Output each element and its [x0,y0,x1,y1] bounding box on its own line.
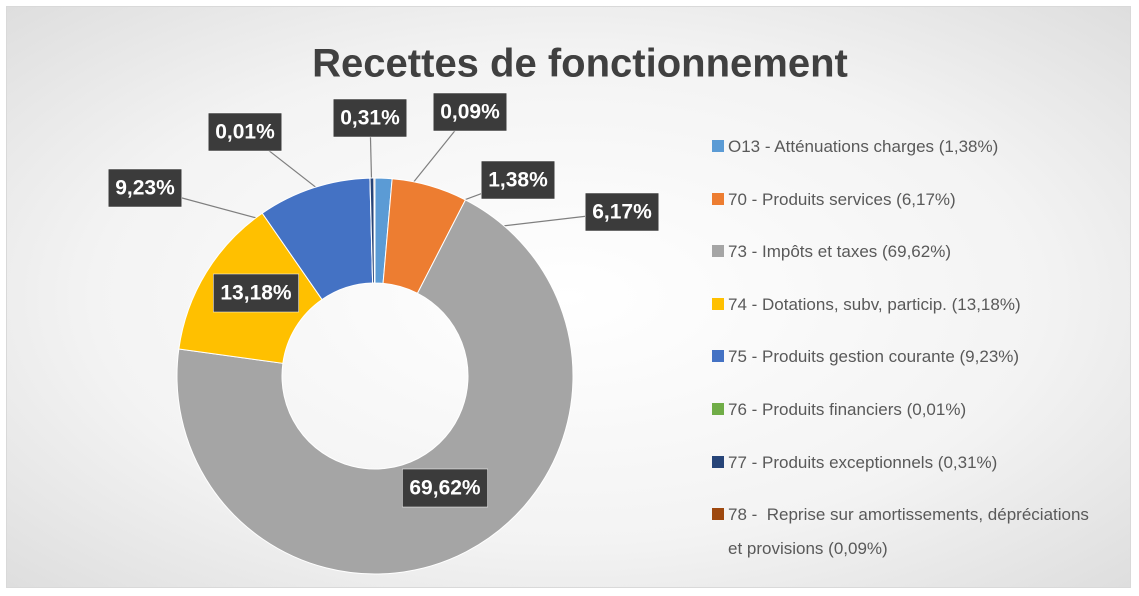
legend-label: 75 - Produits gestion courante (9,23%) [728,347,1020,367]
data-label-text: 0,09% [440,101,500,124]
data-label-box [402,468,488,508]
legend-item: 70 - Produits services (6,17%) [712,183,1122,236]
legend-label: 74 - Dotations, subv, particip. (13,18%) [728,294,1021,314]
legend-swatch [712,140,724,152]
slice [373,177,376,284]
legend-label: 77 - Produits exceptionnels (0,31%) [728,452,998,472]
data-label-text: 69,62% [409,477,481,500]
slices [176,177,574,575]
data-label-box [432,92,508,132]
legend-label: 73 - Impôts et taxes (69,62%) [728,242,951,262]
data-label: 9,23% [107,168,183,208]
legend-item: 78 - Reprise sur amortissements, dépréci… [712,498,1122,558]
legend: O13 - Atténuations charges (1,38%) 70 - P… [712,130,1122,558]
data-label: 0,31% [332,98,408,138]
data-label-box [213,273,299,313]
data-label-box [584,192,660,232]
chart-title: Recettes de fonctionnement [312,42,848,86]
data-label: 1,38% [480,160,556,200]
data-label-text: 0,31% [340,107,400,130]
legend-swatch [712,350,724,363]
data-label-text: 13,18% [220,282,292,305]
legend-swatch [712,297,724,310]
legend-item: 73 - Impôts et taxes (69,62%) [712,235,1122,288]
data-label-box [107,168,183,208]
legend-swatch [712,455,724,468]
legend-item: O13 - Atténuations charges (1,38%) [712,130,1122,183]
data-label: 0,09% [432,92,508,132]
legend-swatch [712,245,724,258]
legend-item: 77 - Produits exceptionnels (0,31%) [712,446,1122,499]
legend-label: 76 - Produits financiers (0,01%) [728,399,967,419]
legend-swatch [712,192,724,205]
data-label: 0,01% [207,112,283,152]
data-label-text: 9,23% [115,177,175,200]
data-label-box [480,160,556,200]
data-label-box [207,112,283,152]
data-label: 69,62% [402,468,488,508]
legend-label: 70 - Produits services (6,17%) [728,189,956,209]
data-label-text: 1,38% [488,169,548,192]
data-label-text: 6,17% [592,201,652,224]
data-label: 6,17% [584,192,660,232]
legend-label: O13 - Atténuations charges (1,38%) [728,137,999,156]
legend-item: 76 - Produits financiers (0,01%) [712,393,1122,446]
data-label-text: 0,01% [215,121,275,144]
legend-swatch [712,508,724,521]
legend-label: 78 - Reprise sur amortissements, dépréci… [728,505,1094,559]
data-labels: 1,38% 6,17% 69,62% 13,18% 9,23% 0,01% 0,31% 0,0… [107,92,660,508]
legend-item: 74 - Dotations, subv, particip. (13,18%) [712,288,1122,341]
data-label-box [332,98,408,138]
data-label: 13,18% [213,273,299,313]
legend-swatch [712,402,724,415]
legend-item: 75 - Produits gestion courante (9,23%) [712,340,1122,393]
